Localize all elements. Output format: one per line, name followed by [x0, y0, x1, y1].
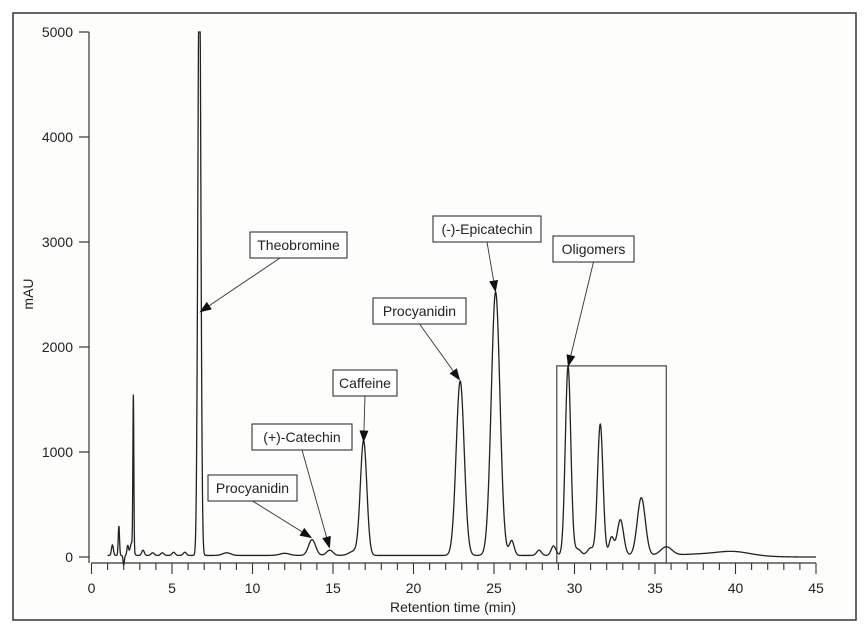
- axes: 0 1000 2000 3000 4000 5000 0 5 10 15 20 25 30 35 40 45: [42, 24, 824, 596]
- annotation-arrow-line: [209, 257, 281, 307]
- annotation-catechin: (+)-Catechin: [251, 423, 353, 549]
- annotation-label: Procyanidin: [216, 480, 289, 496]
- annotation-box: [332, 369, 398, 397]
- y-tick-label: 3000: [42, 234, 73, 250]
- annotation-box: [207, 474, 298, 502]
- x-tick-label: 25: [486, 580, 502, 596]
- annotation-label: Caffeine: [339, 375, 391, 391]
- y-tick-label: 0: [65, 549, 73, 565]
- annotation-box: [552, 235, 635, 263]
- annotation-label: (+)-Catechin: [263, 429, 340, 445]
- x-axis-label: Retention time (min): [390, 599, 516, 615]
- annotation-theobromine: Theobromine: [199, 231, 348, 313]
- annotation-arrowhead: [489, 279, 499, 293]
- annotation-procyanidin: Procyanidin: [372, 297, 467, 381]
- annotation-arrow-line: [301, 449, 327, 538]
- annotation-box: [432, 215, 542, 243]
- y-axis-label: mAU: [20, 278, 36, 309]
- annotations: Theobromine Procyanidin (+)-Catechin Caffei…: [199, 215, 635, 549]
- annotation-arrowhead: [359, 430, 369, 443]
- annotation-box: [249, 231, 348, 259]
- annotation-label: Theobromine: [257, 237, 340, 253]
- x-tick-label: 0: [88, 580, 96, 596]
- x-tick-label: 45: [808, 580, 824, 596]
- annotation-arrow-line: [363, 395, 366, 431]
- annotation-arrow-line: [486, 241, 495, 281]
- annotation-arrowhead: [199, 301, 212, 313]
- annotation-label: Procyanidin: [383, 303, 456, 319]
- annotation-label: (-)-Epicatechin: [441, 221, 532, 237]
- annotation-arrowhead: [322, 535, 331, 549]
- annotation-caffeine: Caffeine: [332, 369, 398, 443]
- annotation-box: [372, 297, 467, 325]
- y-tick-label: 4000: [42, 129, 73, 145]
- x-tick-label: 10: [245, 580, 261, 596]
- oligomers-region-box: [556, 365, 667, 564]
- annotation-arrow-line: [570, 261, 594, 356]
- annotation-arrow-line: [252, 500, 303, 533]
- chromatogram-trace: [107, 31, 816, 567]
- x-tick-label: 5: [168, 580, 176, 596]
- annotation-arrow-line: [419, 323, 454, 372]
- x-tick-label: 35: [647, 580, 663, 596]
- annotation-arrowhead: [566, 354, 576, 367]
- x-tick-label: 40: [728, 580, 744, 596]
- annotation-procyanidin: Procyanidin: [207, 474, 313, 539]
- annotation-arrowhead: [449, 368, 461, 381]
- annotation-label: Oligomers: [562, 241, 626, 257]
- y-tick-label: 2000: [42, 339, 73, 355]
- x-tick-label: 20: [406, 580, 422, 596]
- annotation-arrowhead: [299, 527, 313, 539]
- y-tick-label: 1000: [42, 444, 73, 460]
- x-tick-label: 15: [325, 580, 341, 596]
- x-tick-label: 30: [567, 580, 583, 596]
- annotation-oligomers: Oligomers: [552, 235, 635, 367]
- y-tick-label: 5000: [42, 24, 73, 40]
- annotation-epicatechin: (-)-Epicatechin: [432, 215, 542, 293]
- annotation-box: [251, 423, 353, 451]
